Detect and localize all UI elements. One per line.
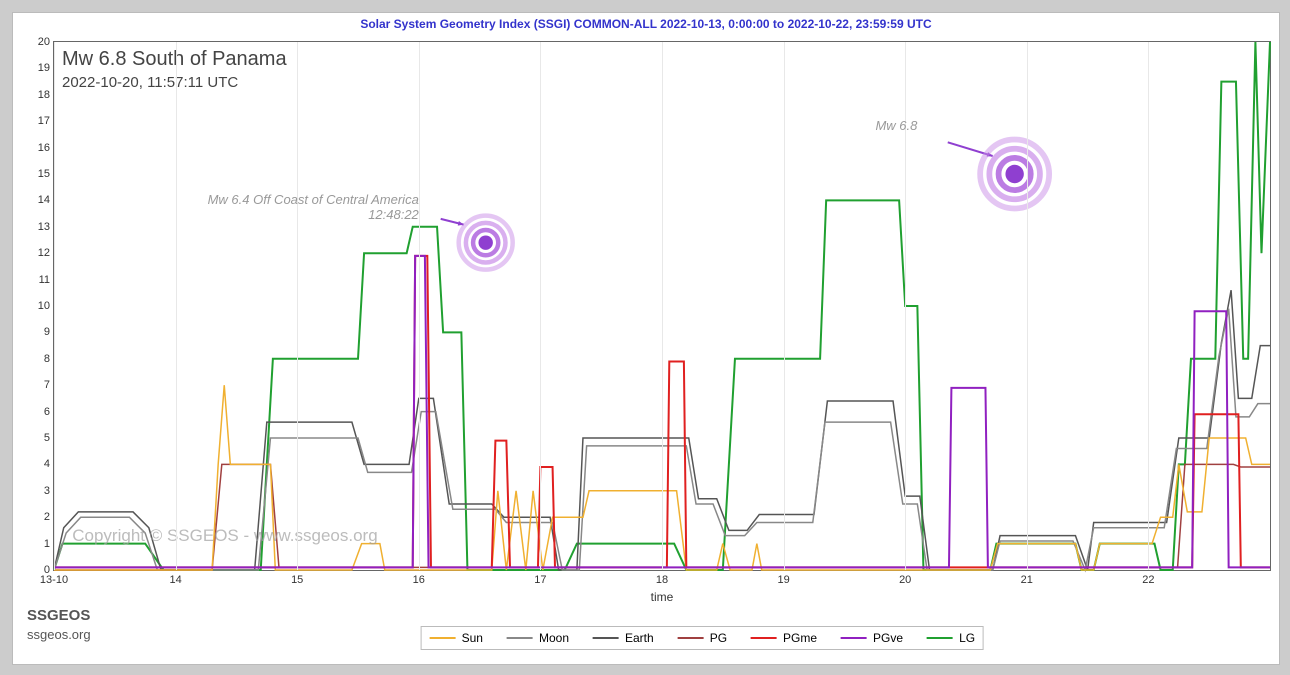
- chart-top-title: Solar System Geometry Index (SSGI) COMMO…: [13, 17, 1279, 31]
- chart-panel: Solar System Geometry Index (SSGI) COMMO…: [12, 12, 1280, 665]
- x-tick-label: 18: [656, 574, 668, 586]
- y-tick-label: 12: [38, 247, 50, 259]
- event-subtitle: 2022-10-20, 11:57:11 UTC: [62, 74, 238, 91]
- gridline-v: [419, 42, 420, 570]
- event-title: Mw 6.8 South of Panama: [62, 48, 287, 71]
- y-tick-label: 10: [38, 300, 50, 312]
- y-tick-label: 8: [44, 353, 50, 365]
- y-tick-label: 19: [38, 62, 50, 74]
- y-tick-label: 16: [38, 142, 50, 154]
- x-tick-label: 14: [169, 574, 181, 586]
- legend-swatch: [593, 637, 619, 639]
- legend-item-moon: Moon: [507, 631, 569, 645]
- y-tick-label: 2: [44, 511, 50, 523]
- legend-item-earth: Earth: [593, 631, 654, 645]
- legend-item-pgme: PGme: [751, 631, 817, 645]
- legend: Sun Moon Earth PG PGme PGve LG: [421, 626, 984, 650]
- legend-swatch: [751, 637, 777, 639]
- plot-area: Mw 6.8 South of Panama 2022-10-20, 11:57…: [53, 41, 1271, 571]
- y-tick-label: 6: [44, 406, 50, 418]
- x-tick-label: 15: [291, 574, 303, 586]
- annotation-text: Mw 6.4 Off Coast of Central America12:48…: [159, 192, 419, 222]
- y-tick-label: 9: [44, 326, 50, 338]
- legend-swatch: [430, 637, 456, 639]
- gridline-v: [1148, 42, 1149, 570]
- event-marker: [980, 140, 1049, 209]
- legend-label: Moon: [539, 631, 569, 645]
- legend-swatch: [507, 637, 533, 639]
- x-tick-label: 19: [777, 574, 789, 586]
- legend-item-pgve: PGve: [841, 631, 903, 645]
- legend-item-lg: LG: [927, 631, 975, 645]
- x-tick-label: 17: [534, 574, 546, 586]
- y-tick-label: 0: [44, 564, 50, 576]
- legend-label: PGve: [873, 631, 903, 645]
- gridline-v: [176, 42, 177, 570]
- legend-swatch: [927, 637, 953, 639]
- gridline-v: [54, 42, 55, 570]
- x-tick-label: 16: [413, 574, 425, 586]
- y-tick-label: 17: [38, 115, 50, 127]
- legend-swatch: [678, 637, 704, 639]
- y-tick-label: 3: [44, 485, 50, 497]
- footer-brand: SSGEOS: [27, 607, 90, 624]
- gridline-v: [297, 42, 298, 570]
- legend-label: Sun: [462, 631, 483, 645]
- legend-swatch: [841, 637, 867, 639]
- y-tick-label: 5: [44, 432, 50, 444]
- x-tick-label: 20: [899, 574, 911, 586]
- event-marker: [459, 216, 513, 270]
- x-axis-title: time: [651, 590, 674, 604]
- y-tick-label: 4: [44, 458, 50, 470]
- outer-frame: Solar System Geometry Index (SSGI) COMMO…: [0, 0, 1290, 675]
- y-tick-label: 1: [44, 538, 50, 550]
- y-tick-label: 11: [39, 274, 50, 286]
- y-tick-label: 18: [38, 89, 50, 101]
- y-tick-label: 14: [38, 194, 50, 206]
- y-tick-label: 15: [38, 168, 50, 180]
- gridline-v: [1027, 42, 1028, 570]
- y-tick-label: 7: [44, 379, 50, 391]
- x-tick-label: 21: [1021, 574, 1033, 586]
- y-tick-label: 20: [38, 36, 50, 48]
- gridline-v: [540, 42, 541, 570]
- legend-label: PGme: [783, 631, 817, 645]
- x-tick-label: 22: [1142, 574, 1154, 586]
- legend-item-sun: Sun: [430, 631, 483, 645]
- y-tick-label: 13: [38, 221, 50, 233]
- footer-url: ssgeos.org: [27, 627, 91, 642]
- legend-label: Earth: [625, 631, 654, 645]
- legend-item-pg: PG: [678, 631, 727, 645]
- annotation-text: Mw 6.8: [657, 118, 917, 133]
- chart-top-title-text: Solar System Geometry Index (SSGI) COMMO…: [360, 17, 931, 31]
- legend-label: LG: [959, 631, 975, 645]
- legend-label: PG: [710, 631, 727, 645]
